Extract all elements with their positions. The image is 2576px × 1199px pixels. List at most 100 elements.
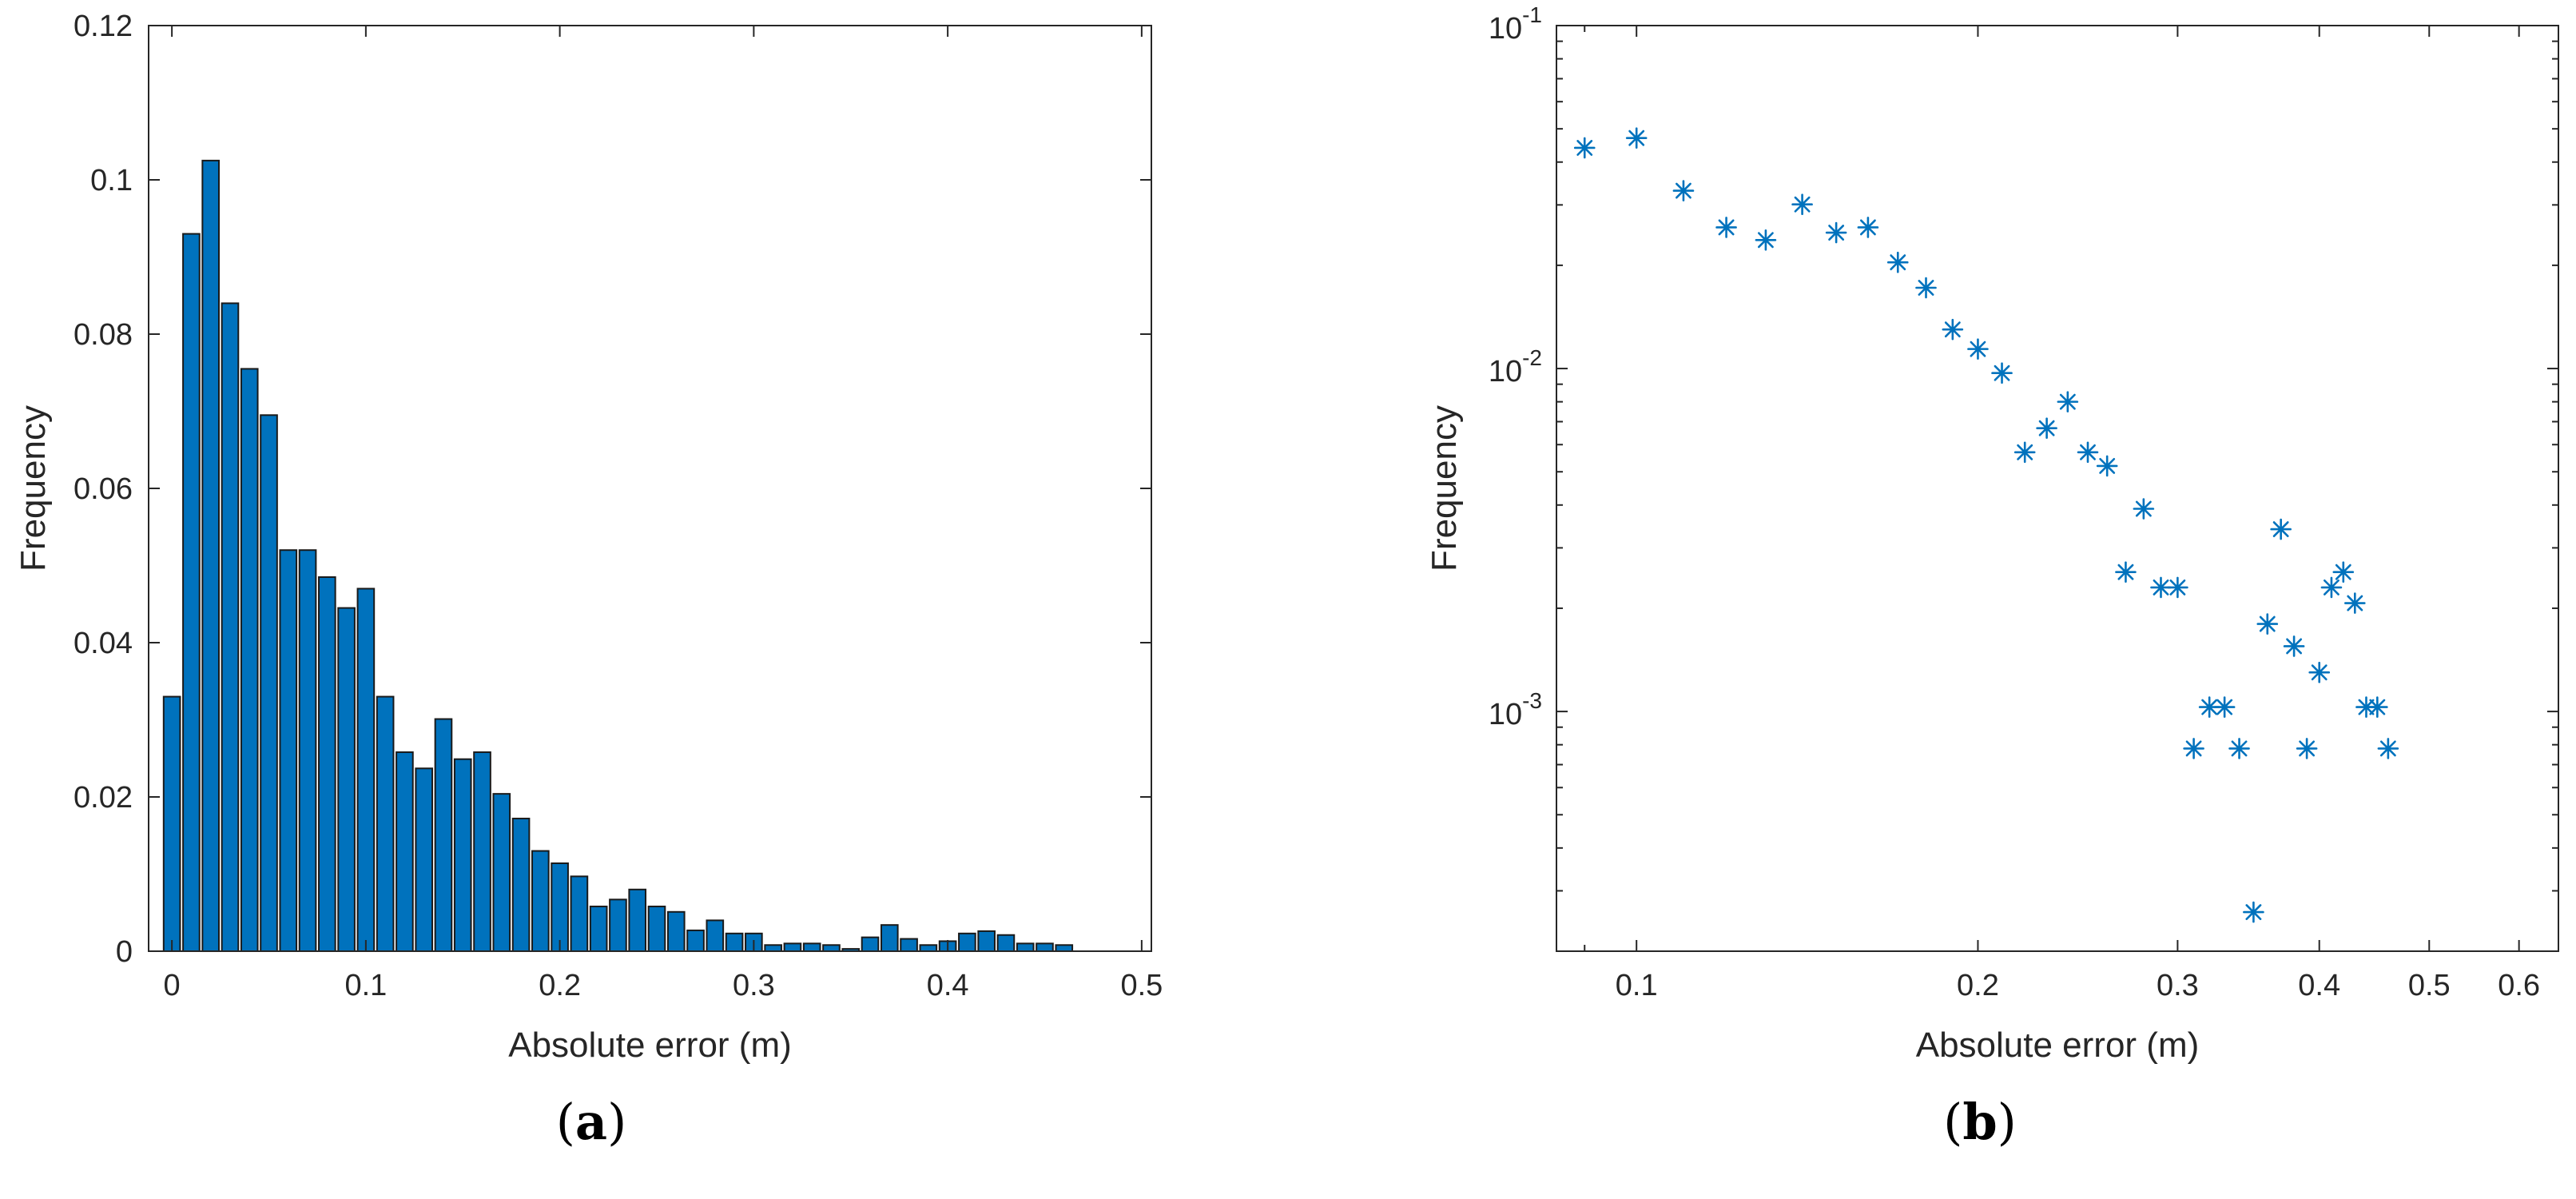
x-tick-label: 0.2	[539, 969, 581, 1002]
panel-b-axes-box	[1556, 25, 2559, 952]
histogram-bar	[221, 302, 240, 952]
scatter-point	[2256, 613, 2279, 635]
y-tick-label-base: 10	[1489, 698, 1522, 731]
histogram-bar	[356, 588, 376, 952]
scatter-point	[2332, 561, 2355, 583]
y-tick-label-base: 10	[1489, 12, 1522, 46]
y-tick-label-exponent: -2	[1522, 345, 1542, 370]
histogram-bar	[958, 932, 976, 953]
panel-b-ticks: 0.1 0.2 0.3 0.4 0.5 0.610-310-210-1	[1489, 2, 2558, 1002]
histogram-bar	[473, 751, 491, 953]
histogram-bar	[977, 930, 996, 953]
histogram-bar	[396, 751, 414, 953]
scatter-point	[2228, 738, 2250, 759]
panel-b-caption-open: (	[1943, 1093, 1962, 1151]
panel-a-caption: (a)	[556, 1093, 627, 1151]
panel-b-caption: (b)	[1943, 1093, 2017, 1151]
histogram-bar	[861, 936, 880, 953]
y-tick-label-exponent: -1	[1522, 2, 1542, 27]
histogram-bar	[551, 862, 569, 952]
y-tick-label: 0	[116, 935, 133, 969]
histogram-bar	[706, 919, 725, 953]
x-tick-label: 0.5	[2408, 969, 2451, 1002]
scatter-point	[2167, 576, 2188, 599]
scatter-point	[1791, 193, 1813, 216]
scatter-point	[2213, 696, 2236, 718]
y-tick-label: 10-2	[1489, 345, 1542, 388]
histogram-bar	[376, 695, 395, 952]
x-tick-label: 0	[164, 969, 181, 1002]
x-tick-label: 0.6	[2498, 969, 2540, 1002]
y-tick-label: 0.1	[90, 164, 133, 197]
histogram-bar	[919, 944, 938, 953]
scatter-point	[2133, 498, 2155, 520]
x-tick-label: 0.3	[733, 969, 775, 1002]
panel-b-scatter: 0.1 0.2 0.3 0.4 0.5 0.610-310-210-1 Absolute …	[1425, 2, 2559, 1065]
histogram-bar	[764, 944, 782, 953]
scatter-point	[1755, 229, 1777, 251]
histogram-bar	[434, 718, 453, 953]
y-tick-label-base: 10	[1489, 355, 1522, 388]
scatter-point	[2283, 635, 2305, 657]
histogram-bar	[725, 932, 744, 953]
y-tick-label: 10-3	[1489, 688, 1542, 731]
histogram-bar	[492, 793, 511, 953]
scatter-point	[2077, 441, 2099, 464]
histogram-bar	[666, 910, 686, 953]
scatter-point	[2377, 738, 2399, 759]
histogram-bar	[337, 607, 356, 953]
scatter-point	[2183, 738, 2204, 759]
histogram-bar	[318, 576, 336, 952]
scatter-point	[1886, 251, 1909, 273]
scatter-point	[1915, 277, 1937, 299]
x-tick-label: 0.2	[1957, 969, 1999, 1002]
histogram-bars	[162, 159, 1074, 953]
histogram-bar	[783, 942, 802, 952]
histogram-bar	[686, 929, 705, 952]
panel-a-caption-close: )	[607, 1093, 626, 1151]
panel-a-caption-open: (	[556, 1093, 575, 1151]
histogram-bar	[298, 549, 317, 952]
panel-a-caption-letter: a	[575, 1093, 607, 1151]
histogram-bar	[880, 924, 899, 952]
histogram-bar	[822, 944, 841, 953]
scatter-point	[2096, 455, 2118, 477]
scatter-point	[2115, 561, 2137, 583]
scatter-point	[1573, 137, 1596, 159]
histogram-bar	[201, 159, 220, 953]
histogram-bar	[182, 233, 201, 952]
panel-a-x-axis-label: Absolute error (m)	[508, 1026, 792, 1065]
histogram-bar	[802, 942, 821, 952]
histogram-bar	[996, 934, 1016, 952]
y-tick-label-exponent: -3	[1522, 688, 1542, 713]
x-tick-label: 0.1	[1616, 969, 1658, 1002]
panel-a-histogram: 0 0.1 0.2 0.3 0.4 0.5 0 0.02 0.04 0.06 0.08 0.1 0.12…	[14, 10, 1163, 1065]
scatter-point	[1991, 362, 2013, 384]
panel-a-ticks: 0 0.1 0.2 0.3 0.4 0.5 0 0.02 0.04 0.06 0.08 0.1 0.12	[74, 10, 1163, 1002]
scatter-point	[1857, 217, 1879, 238]
scatter-point	[1672, 180, 1695, 201]
scatter-point	[1967, 338, 1989, 360]
histogram-bar	[589, 906, 608, 953]
panel-b-caption-letter: b	[1962, 1093, 1997, 1151]
histogram-bar	[647, 906, 666, 953]
scatter-markers	[1573, 127, 2399, 923]
x-tick-label: 0.4	[2298, 969, 2340, 1002]
histogram-bar	[1036, 942, 1054, 952]
histogram-bar	[531, 850, 550, 953]
histogram-bar	[1055, 944, 1074, 953]
histogram-bar	[279, 549, 298, 952]
histogram-bar	[162, 695, 181, 952]
scatter-point	[2243, 901, 2264, 923]
histogram-bar	[260, 414, 278, 952]
scatter-point	[2296, 738, 2318, 759]
histogram-bar	[900, 938, 918, 953]
histogram-bar	[570, 875, 589, 953]
scatter-point	[1625, 127, 1648, 149]
histogram-bar	[415, 767, 434, 952]
x-tick-label: 0.5	[1120, 969, 1163, 1002]
scatter-point	[2308, 661, 2331, 683]
panel-b-y-axis-label: Frequency	[1425, 405, 1464, 572]
y-tick-label: 0.08	[74, 318, 133, 352]
scatter-point	[2013, 441, 2036, 464]
